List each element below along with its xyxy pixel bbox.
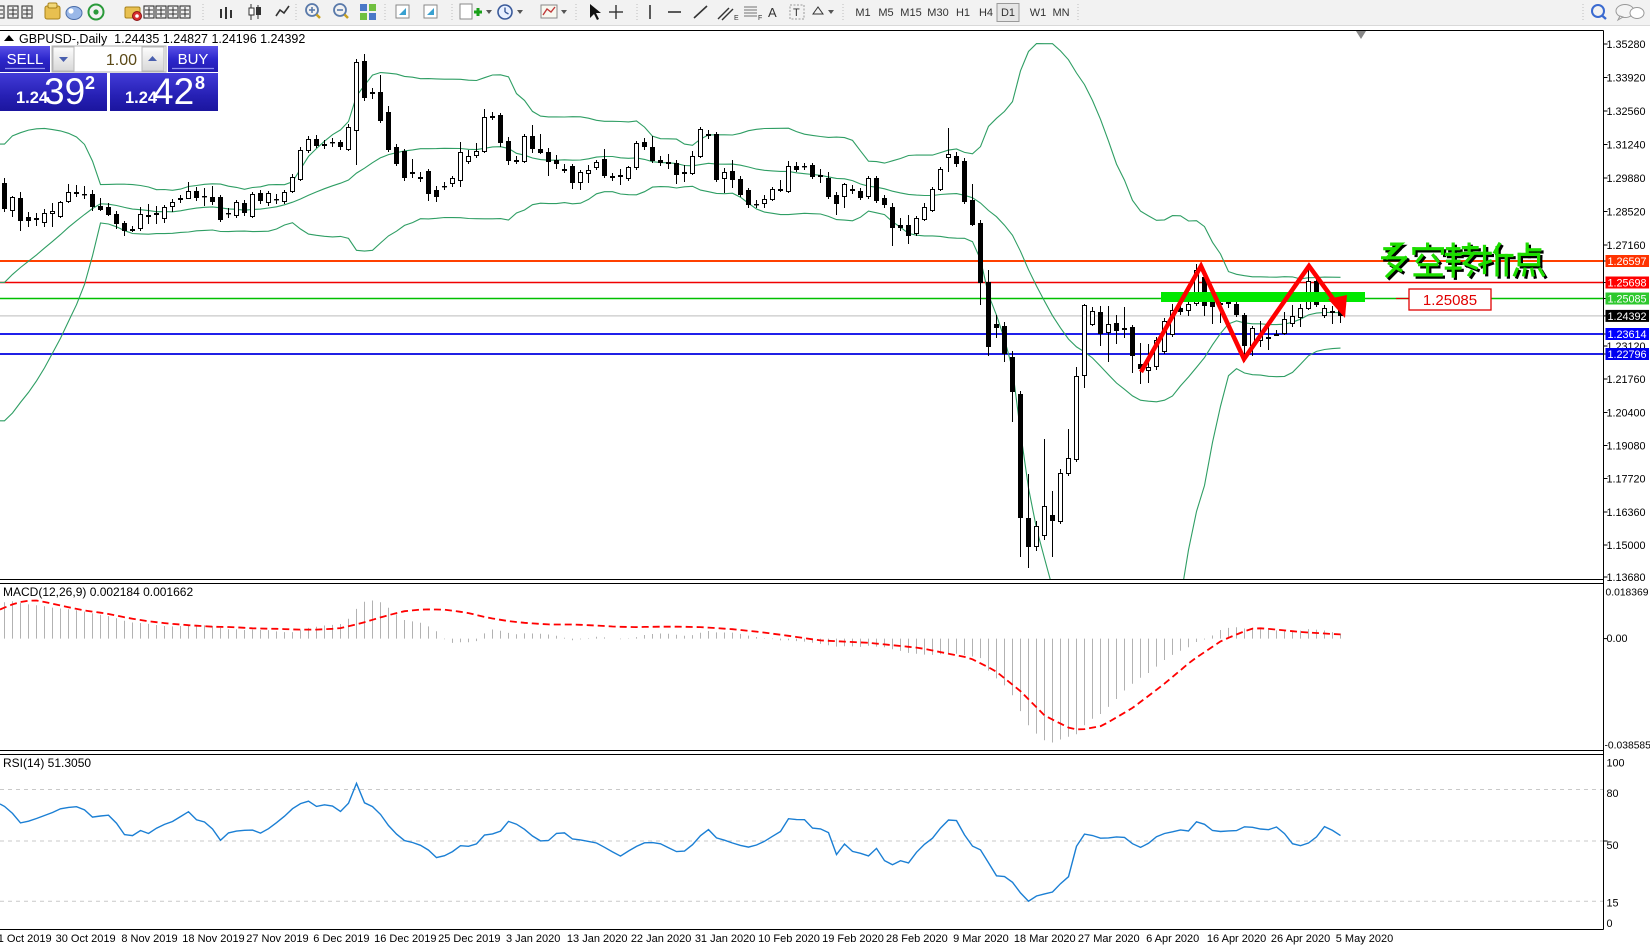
svg-text:1.25085: 1.25085	[1608, 294, 1647, 306]
svg-text:BUY: BUY	[178, 51, 209, 68]
svg-text:0: 0	[1607, 918, 1613, 930]
svg-text:27 Mar 2020: 27 Mar 2020	[1078, 933, 1140, 945]
svg-text:1.25085: 1.25085	[1423, 292, 1477, 309]
svg-text:E: E	[734, 15, 739, 22]
svg-text:19 Feb 2020: 19 Feb 2020	[822, 933, 884, 945]
svg-text:8: 8	[195, 73, 205, 93]
svg-text:H4: H4	[979, 7, 993, 19]
svg-text:18 Nov 2019: 18 Nov 2019	[182, 933, 244, 945]
svg-text:30 Oct 2019: 30 Oct 2019	[56, 933, 116, 945]
svg-text:39: 39	[44, 71, 85, 112]
svg-text:1.15000: 1.15000	[1607, 540, 1646, 552]
svg-text:M1: M1	[855, 7, 870, 19]
svg-text:6 Dec 2019: 6 Dec 2019	[313, 933, 369, 945]
svg-text:M5: M5	[878, 7, 893, 19]
svg-text:0.018369: 0.018369	[1606, 588, 1649, 599]
svg-text:22 Jan 2020: 22 Jan 2020	[631, 933, 692, 945]
svg-text:1.28520: 1.28520	[1607, 207, 1646, 219]
svg-text:80: 80	[1607, 788, 1619, 800]
svg-text:H1: H1	[956, 7, 970, 19]
svg-text:1.21760: 1.21760	[1607, 374, 1646, 386]
svg-text:31 Jan 2020: 31 Jan 2020	[695, 933, 756, 945]
svg-text:T: T	[793, 7, 800, 19]
svg-text:1.29880: 1.29880	[1607, 173, 1646, 185]
svg-text:1.33920: 1.33920	[1607, 73, 1646, 85]
svg-text:MN: MN	[1052, 7, 1069, 19]
svg-text:28 Feb 2020: 28 Feb 2020	[886, 933, 948, 945]
svg-text:100: 100	[1607, 758, 1625, 770]
svg-text:MACD(12,26,9) 0.002184 0.00166: MACD(12,26,9) 0.002184 0.001662	[3, 585, 193, 599]
svg-text:1.19080: 1.19080	[1607, 441, 1646, 453]
svg-text:-0.038585: -0.038585	[1605, 741, 1650, 752]
svg-text:15: 15	[1607, 898, 1619, 910]
svg-text:18 Mar 2020: 18 Mar 2020	[1014, 933, 1076, 945]
svg-text:10 Feb 2020: 10 Feb 2020	[758, 933, 820, 945]
svg-text:42: 42	[153, 71, 194, 112]
svg-text:0.00: 0.00	[1607, 633, 1628, 645]
svg-text:1.20400: 1.20400	[1607, 408, 1646, 420]
svg-text:1.24: 1.24	[125, 89, 158, 107]
svg-text:13 Jan 2020: 13 Jan 2020	[567, 933, 628, 945]
svg-text:2: 2	[85, 73, 95, 93]
svg-text:1.24392: 1.24392	[1608, 311, 1647, 323]
svg-text:6 Apr 2020: 6 Apr 2020	[1146, 933, 1199, 945]
svg-text:50: 50	[1607, 840, 1619, 852]
svg-text:1.16360: 1.16360	[1607, 507, 1646, 519]
svg-text:1.17720: 1.17720	[1607, 474, 1646, 486]
svg-text:1.26597: 1.26597	[1608, 256, 1647, 268]
svg-text:25 Dec 2019: 25 Dec 2019	[438, 933, 500, 945]
svg-text:21 Oct 2019: 21 Oct 2019	[0, 933, 52, 945]
svg-text:D1: D1	[1001, 7, 1015, 19]
svg-text:SELL: SELL	[7, 51, 44, 68]
svg-text:1.31240: 1.31240	[1607, 140, 1646, 152]
svg-text:9 Mar 2020: 9 Mar 2020	[953, 933, 1009, 945]
svg-text:5 May 2020: 5 May 2020	[1336, 933, 1393, 945]
svg-text:1.24: 1.24	[16, 89, 49, 107]
svg-text:16 Dec 2019: 16 Dec 2019	[374, 933, 436, 945]
svg-text:W1: W1	[1030, 7, 1047, 19]
svg-text:1.13680: 1.13680	[1607, 572, 1646, 584]
svg-text:F: F	[758, 15, 762, 22]
svg-text:26 Apr 2020: 26 Apr 2020	[1271, 933, 1330, 945]
svg-text:1.35280: 1.35280	[1607, 39, 1646, 51]
svg-text:3 Jan 2020: 3 Jan 2020	[506, 933, 560, 945]
svg-text:1.00: 1.00	[106, 52, 137, 69]
svg-text:1.32560: 1.32560	[1607, 106, 1646, 118]
svg-text:M30: M30	[927, 7, 948, 19]
svg-text:1.25698: 1.25698	[1608, 278, 1647, 290]
svg-text:M15: M15	[900, 7, 921, 19]
svg-text:1.23614: 1.23614	[1608, 329, 1647, 341]
svg-text:16 Apr 2020: 16 Apr 2020	[1207, 933, 1266, 945]
svg-text:GBPUSD-,Daily 1.24435 1.24827: GBPUSD-,Daily 1.24435 1.24827 1.24196 1.…	[19, 32, 305, 46]
svg-text:1.22796: 1.22796	[1608, 349, 1647, 361]
svg-text:A: A	[768, 5, 777, 20]
svg-text:8 Nov 2019: 8 Nov 2019	[121, 933, 177, 945]
svg-text:27 Nov 2019: 27 Nov 2019	[246, 933, 308, 945]
svg-text:RSI(14) 51.3050: RSI(14) 51.3050	[3, 756, 91, 770]
svg-text:1.27160: 1.27160	[1607, 240, 1646, 252]
